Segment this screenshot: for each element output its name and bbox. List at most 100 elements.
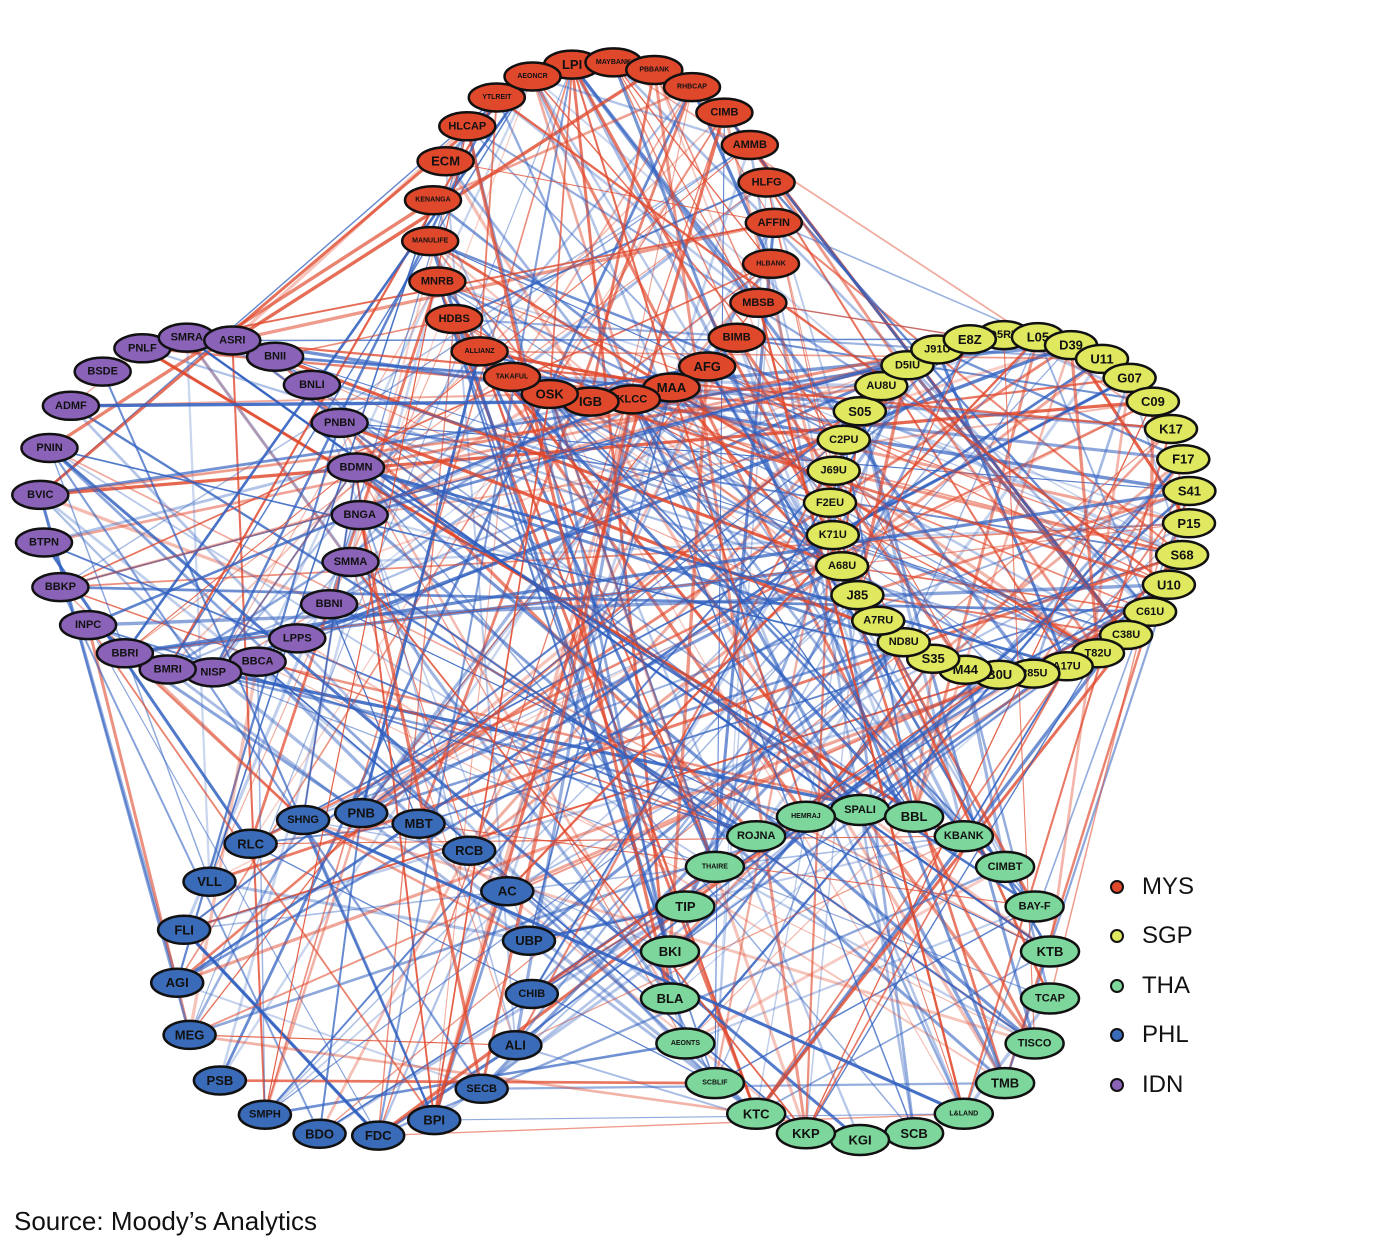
node-label: IGB bbox=[579, 394, 602, 409]
node-ellipse bbox=[454, 1073, 509, 1105]
edge bbox=[962, 665, 1068, 837]
legend-label-phl: PHL bbox=[1142, 1021, 1189, 1049]
node-mys: AFG bbox=[677, 351, 737, 382]
node-mys: MBSB bbox=[729, 287, 788, 319]
edge bbox=[1003, 335, 1036, 1044]
node-tha: KGI bbox=[829, 1123, 891, 1157]
node-label: AU8U bbox=[866, 380, 896, 392]
node-label: BNLI bbox=[299, 379, 325, 391]
node-ellipse bbox=[1004, 890, 1065, 923]
legend-dot-sgp bbox=[1110, 929, 1124, 944]
node-ellipse bbox=[467, 82, 527, 113]
edge bbox=[963, 669, 1007, 868]
edge bbox=[668, 366, 709, 952]
legend: MYS SGP THA PHL IDN bbox=[1110, 862, 1310, 1110]
node-label: LPPS bbox=[283, 632, 312, 644]
node-label: OSK bbox=[536, 387, 565, 402]
node-ellipse bbox=[321, 546, 380, 578]
edge bbox=[318, 812, 363, 1134]
node-label: R85U bbox=[1019, 668, 1047, 680]
node-ellipse bbox=[299, 588, 359, 620]
node-label: MEG bbox=[175, 1027, 205, 1042]
node-ellipse bbox=[501, 925, 557, 956]
node-label: SHNG bbox=[287, 814, 319, 826]
edge bbox=[1032, 377, 1131, 675]
node-tha: AEONTS bbox=[655, 1027, 716, 1060]
node-ellipse bbox=[424, 303, 484, 335]
node-ellipse bbox=[741, 248, 801, 280]
node-label: BDO bbox=[305, 1126, 334, 1141]
node-label: PSB bbox=[207, 1073, 234, 1088]
node-label: ASRI bbox=[219, 335, 245, 347]
node-phl: AC bbox=[480, 875, 535, 907]
node-label: D39 bbox=[1059, 338, 1083, 353]
edge bbox=[48, 446, 861, 1142]
node-ellipse bbox=[655, 890, 716, 923]
edge bbox=[87, 624, 435, 1121]
node-label: KENANGA bbox=[415, 197, 450, 204]
node-ellipse bbox=[639, 982, 701, 1015]
edge bbox=[302, 818, 965, 1116]
edge bbox=[60, 348, 938, 589]
edge bbox=[805, 401, 1154, 1134]
edge bbox=[296, 637, 1006, 1084]
node-ellipse bbox=[729, 287, 788, 319]
edge bbox=[40, 384, 882, 497]
node-ellipse bbox=[725, 1097, 787, 1131]
node-ellipse bbox=[450, 336, 509, 367]
edge bbox=[506, 522, 1190, 893]
node-label: A68U bbox=[828, 560, 856, 572]
edge bbox=[176, 385, 883, 984]
edge bbox=[531, 75, 1036, 1045]
node-label: PNIN bbox=[36, 442, 62, 454]
node-label: KBANK bbox=[944, 830, 984, 842]
node-label: TAKAFUL bbox=[496, 373, 529, 380]
edge bbox=[612, 61, 1007, 1084]
node-label: SMMA bbox=[334, 556, 368, 568]
node-tha: BLA bbox=[639, 982, 701, 1015]
edge bbox=[570, 63, 1035, 675]
node-mys: HLBANK bbox=[741, 248, 801, 280]
edge bbox=[531, 76, 634, 400]
node-mys: HDBS bbox=[424, 303, 484, 335]
node-label: BBNI bbox=[316, 598, 343, 610]
node-label: TMB bbox=[991, 1076, 1019, 1091]
node-phl: SHNG bbox=[275, 804, 331, 836]
node-label: RLC bbox=[237, 836, 264, 851]
node-phl: CHIB bbox=[504, 978, 560, 1010]
edge bbox=[250, 835, 964, 845]
node-tha: TIP bbox=[655, 890, 716, 923]
node-sgp: J69U bbox=[806, 455, 861, 486]
node-label: BIMB bbox=[723, 332, 751, 344]
node-label: UBP bbox=[515, 933, 543, 948]
edge bbox=[359, 336, 738, 815]
node-label: B0U bbox=[986, 667, 1012, 682]
node-label: BLA bbox=[657, 991, 684, 1006]
edge bbox=[124, 652, 807, 818]
edge bbox=[338, 422, 672, 1000]
node-label: MNRB bbox=[421, 276, 454, 288]
legend-label-mys: MYS bbox=[1142, 872, 1195, 900]
node-label: BNII bbox=[264, 351, 286, 363]
edge bbox=[805, 665, 1068, 1134]
node-ellipse bbox=[400, 225, 460, 257]
node-ellipse bbox=[95, 638, 155, 669]
node-tha: BBL bbox=[883, 800, 945, 833]
edge bbox=[669, 489, 1191, 953]
edge bbox=[936, 348, 1184, 461]
node-label: ECM bbox=[431, 154, 460, 169]
node-label: F17 bbox=[1172, 452, 1194, 467]
node-ellipse bbox=[31, 571, 90, 603]
legend-dot-phl bbox=[1110, 1028, 1124, 1043]
node-label: J69U bbox=[821, 465, 847, 477]
node-phl: RLC bbox=[223, 828, 278, 860]
edge bbox=[319, 428, 1172, 1135]
node-label: TISCO bbox=[1018, 1038, 1052, 1050]
node-mys: HLFG bbox=[737, 167, 796, 198]
node-ellipse bbox=[625, 54, 684, 86]
edge bbox=[532, 75, 751, 147]
node-ellipse bbox=[1141, 569, 1197, 601]
node-label: C38U bbox=[1112, 629, 1140, 641]
node-mys: BIMB bbox=[707, 322, 766, 353]
edge bbox=[445, 160, 774, 224]
